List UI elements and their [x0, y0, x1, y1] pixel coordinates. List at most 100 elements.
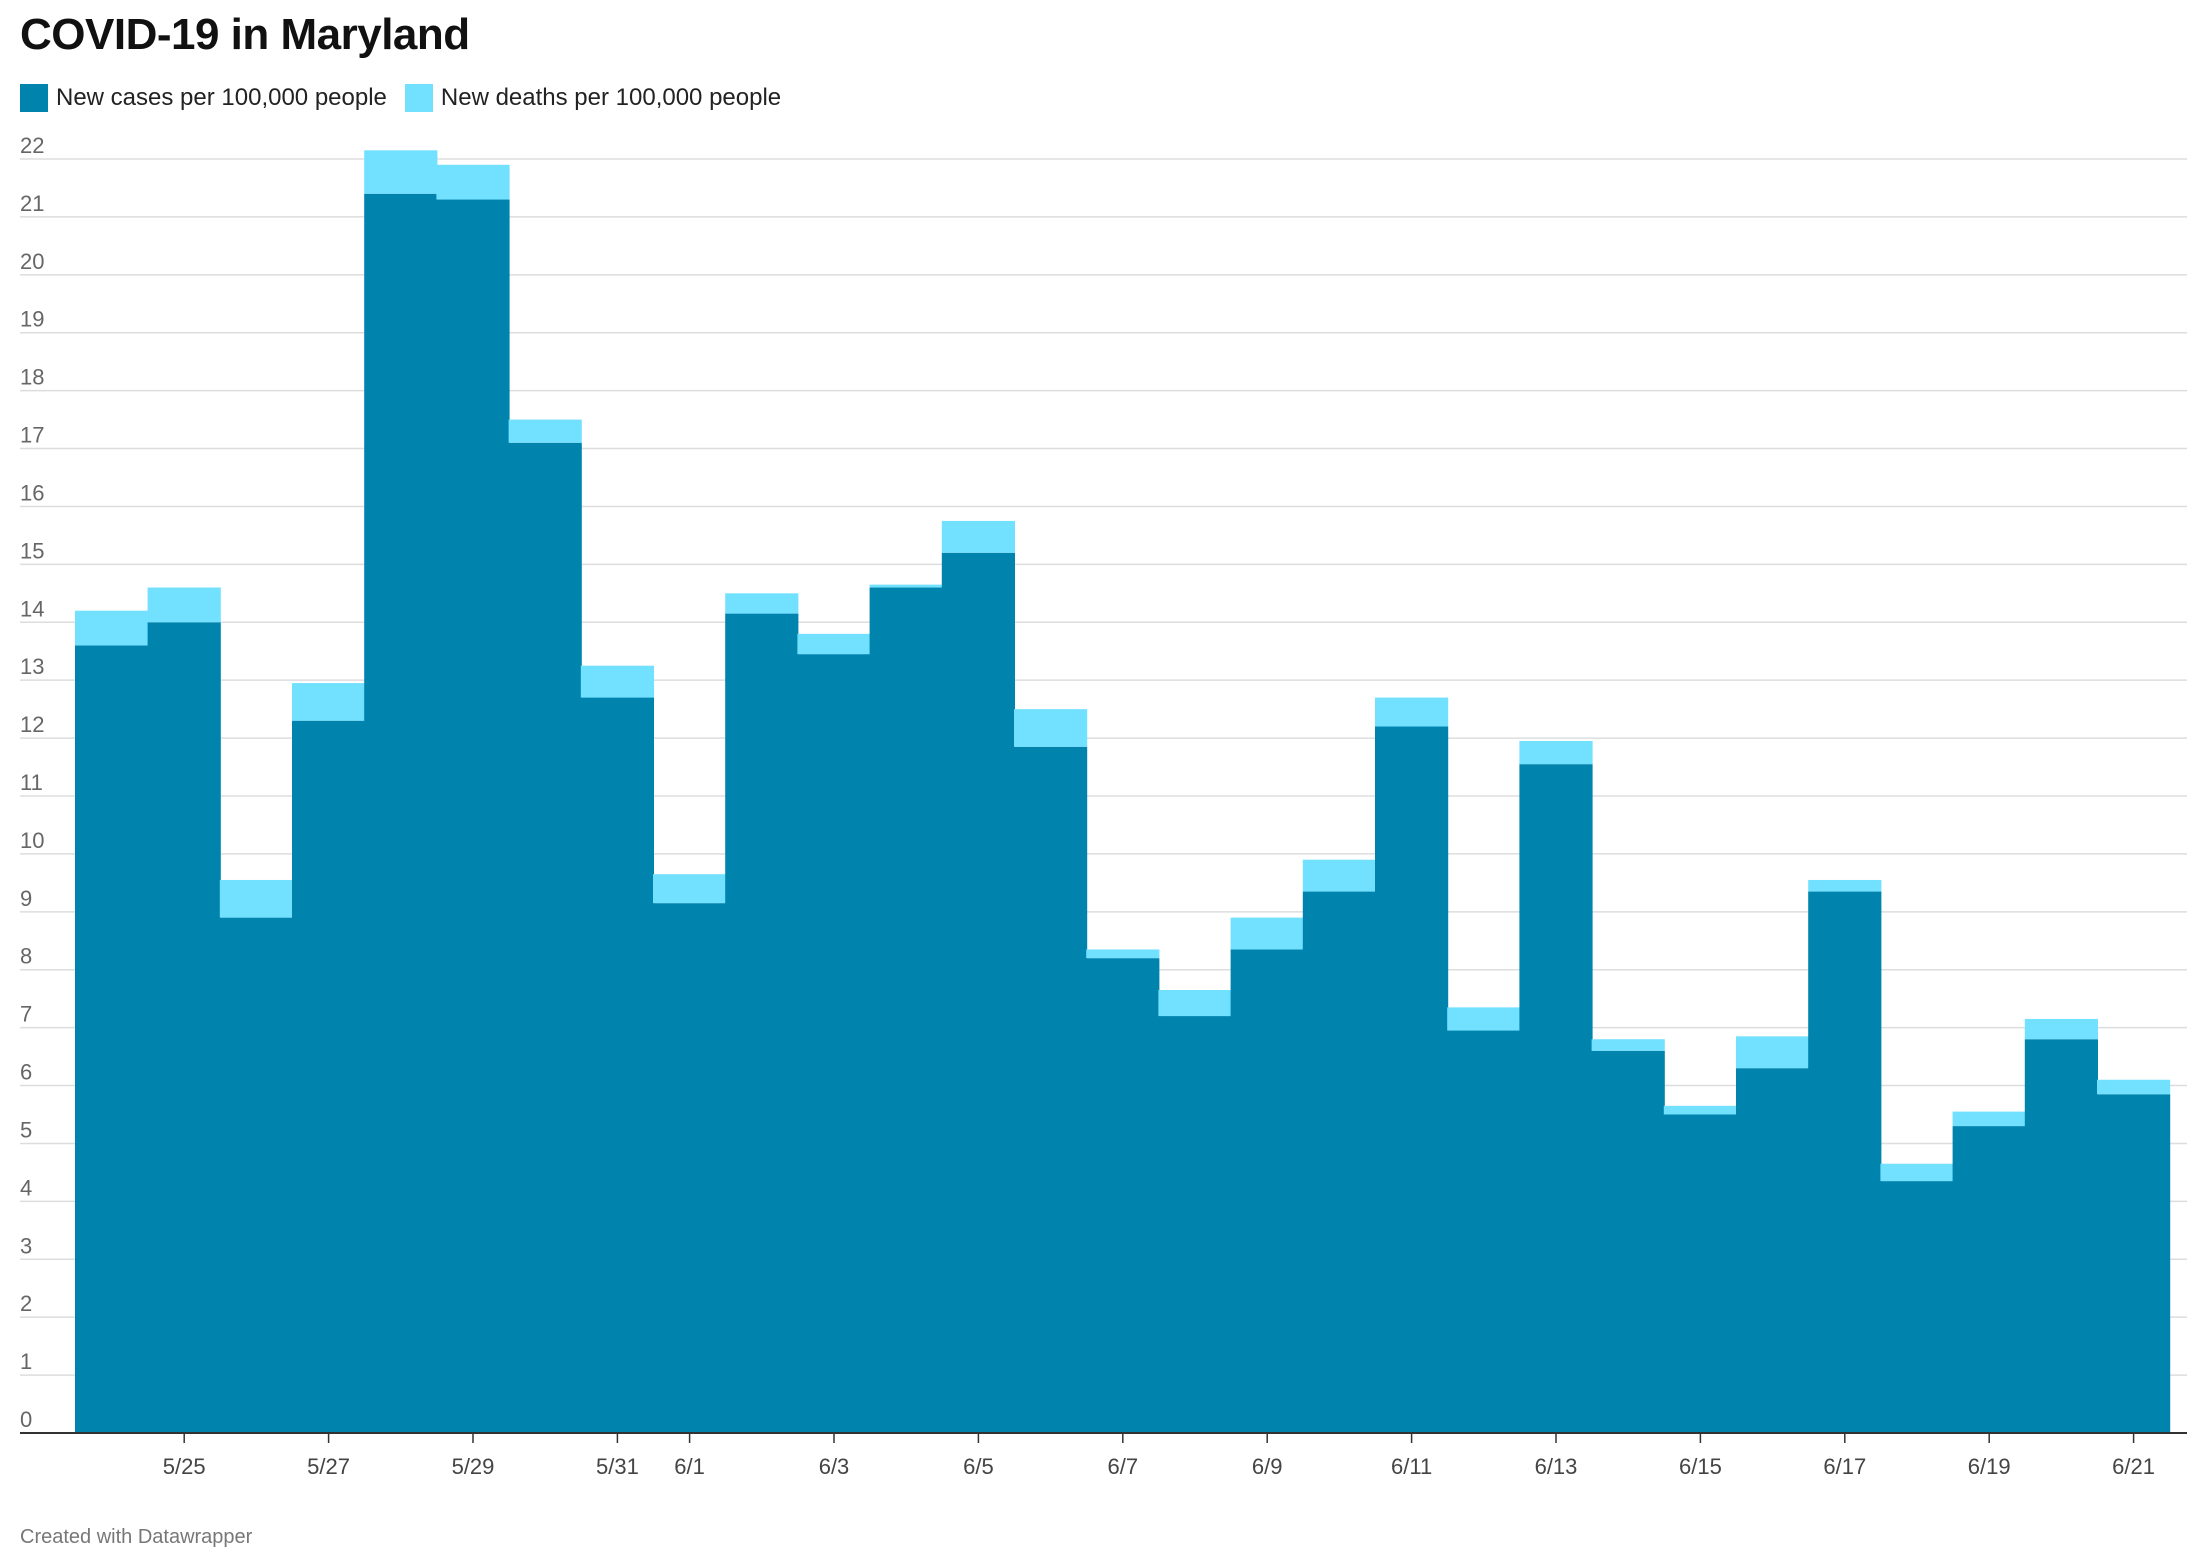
- bar-cases: [147, 622, 221, 1433]
- y-tick-label: 16: [20, 480, 44, 505]
- bar-deaths: [1808, 879, 1882, 892]
- bar-cases: [1447, 1030, 1521, 1433]
- y-tick-label: 5: [20, 1117, 32, 1142]
- bar-cases: [2097, 1094, 2171, 1433]
- x-tick-label: 6/1: [674, 1454, 705, 1479]
- bar-cases: [1880, 1181, 1954, 1433]
- bar-cases: [1952, 1126, 2026, 1433]
- y-tick-label: 20: [20, 249, 44, 274]
- axis-layer: 0123456789101112131415161718192021225/25…: [20, 133, 2187, 1479]
- bar-deaths: [1591, 1039, 1665, 1051]
- legend-swatch-cases: [20, 84, 48, 112]
- bar-cases: [75, 645, 149, 1433]
- x-tick-label: 5/31: [596, 1454, 639, 1479]
- bar-deaths: [1014, 709, 1088, 747]
- bar-cases: [508, 442, 582, 1434]
- bar-deaths: [1519, 740, 1593, 765]
- bar-cases: [1158, 1016, 1232, 1433]
- bar-cases: [725, 613, 799, 1433]
- y-tick-label: 6: [20, 1060, 32, 1085]
- y-tick-label: 17: [20, 423, 44, 448]
- x-tick-label: 6/19: [1968, 1454, 2011, 1479]
- bar-deaths: [147, 587, 221, 623]
- bar-deaths: [1447, 1007, 1521, 1031]
- x-tick-label: 6/11: [1391, 1454, 1432, 1479]
- x-tick-label: 6/7: [1108, 1454, 1139, 1479]
- y-tick-label: 0: [20, 1407, 32, 1432]
- x-tick-label: 5/27: [307, 1454, 350, 1479]
- y-tick-label: 15: [20, 538, 44, 563]
- bar-deaths: [797, 633, 871, 655]
- legend-item-deaths: New deaths per 100,000 people: [404, 84, 782, 112]
- bar-deaths: [1952, 1111, 2026, 1127]
- bar-cases: [580, 697, 654, 1433]
- bar-deaths: [1736, 1036, 1810, 1069]
- bar-cases: [1230, 949, 1304, 1433]
- bar-cases: [653, 903, 727, 1433]
- y-tick-label: 9: [20, 886, 32, 911]
- legend: New cases per 100,000 people New deaths …: [20, 84, 799, 112]
- y-tick-label: 1: [20, 1349, 32, 1374]
- legend-swatch-deaths: [404, 84, 433, 112]
- bar-cases: [1375, 726, 1449, 1433]
- bar-cases: [797, 654, 871, 1433]
- bar-deaths: [653, 874, 727, 904]
- bar-deaths: [580, 665, 654, 698]
- legend-label-cases: New cases per 100,000 people: [56, 84, 387, 111]
- legend-label-deaths: New deaths per 100,000 people: [440, 84, 782, 111]
- bar-deaths: [219, 879, 293, 918]
- bar-cases: [1736, 1068, 1810, 1433]
- y-tick-label: 12: [20, 712, 44, 737]
- x-tick-label: 6/21: [2112, 1454, 2155, 1479]
- y-tick-label: 7: [20, 1002, 32, 1027]
- x-tick-label: 6/15: [1679, 1454, 1722, 1479]
- bar-deaths: [2097, 1079, 2171, 1095]
- bar-cases: [1591, 1050, 1665, 1433]
- y-tick-label: 4: [20, 1175, 32, 1200]
- bar-deaths: [941, 520, 1015, 553]
- bar-deaths: [1880, 1163, 1954, 1182]
- bar-deaths: [75, 610, 149, 646]
- bar-deaths: [508, 419, 582, 443]
- y-tick-label: 8: [20, 944, 32, 969]
- x-tick-label: 5/29: [452, 1454, 495, 1479]
- bar-deaths: [292, 683, 366, 721]
- footer-credit: Created with Datawrapper: [20, 1526, 253, 1548]
- y-tick-label: 10: [20, 828, 44, 853]
- bar-cases: [1086, 958, 1160, 1433]
- y-tick-label: 22: [20, 133, 44, 158]
- bar-cases: [292, 720, 366, 1433]
- bar-deaths: [1158, 989, 1232, 1017]
- x-tick-label: 6/13: [1535, 1454, 1578, 1479]
- bar-deaths: [1086, 949, 1160, 959]
- x-tick-label: 6/9: [1252, 1454, 1283, 1479]
- bar-deaths: [2024, 1018, 2098, 1040]
- bar-cases: [364, 193, 438, 1433]
- x-tick-label: 5/25: [163, 1454, 206, 1479]
- bar-cases: [1808, 891, 1882, 1433]
- y-tick-label: 2: [20, 1291, 32, 1316]
- bar-deaths: [364, 150, 438, 194]
- legend-item-cases: New cases per 100,000 people: [20, 84, 387, 112]
- x-tick-label: 6/3: [819, 1454, 850, 1479]
- y-tick-label: 11: [20, 770, 43, 795]
- bar-cases: [1663, 1114, 1737, 1433]
- bar-cases: [1302, 891, 1376, 1433]
- y-tick-label: 3: [20, 1233, 32, 1258]
- x-tick-label: 6/5: [963, 1454, 994, 1479]
- bar-cases: [1014, 746, 1088, 1433]
- bar-cases: [869, 587, 943, 1433]
- bar-deaths: [869, 584, 943, 588]
- bar-deaths: [436, 164, 510, 200]
- bar-cases: [2024, 1039, 2098, 1433]
- bar-deaths: [1375, 697, 1449, 727]
- bar-cases: [436, 199, 510, 1433]
- bar-cases: [1519, 764, 1593, 1433]
- bar-deaths: [1663, 1105, 1737, 1115]
- bar-deaths: [725, 593, 799, 614]
- bar-deaths: [1230, 917, 1304, 950]
- y-tick-label: 13: [20, 654, 44, 679]
- chart-title: COVID-19 in Maryland: [20, 10, 470, 59]
- y-tick-label: 18: [20, 365, 44, 390]
